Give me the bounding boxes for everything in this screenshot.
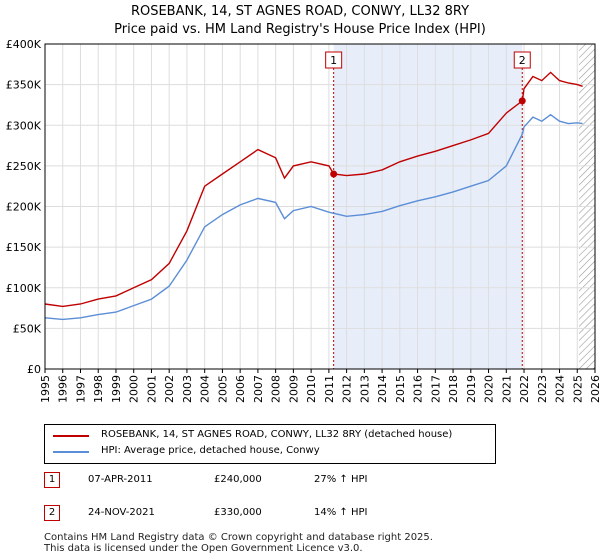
y-tick-label: £200K xyxy=(6,201,42,214)
legend-swatch-hpi xyxy=(53,451,89,453)
legend-label-hpi: HPI: Average price, detached house, Conw… xyxy=(101,445,320,456)
sale-row: 2 24-NOV-2021 £330,000 14% ↑ HPI xyxy=(44,505,564,525)
sale-price: £330,000 xyxy=(214,507,262,518)
x-tick-label: 2011 xyxy=(323,375,336,403)
sale-badge: 2 xyxy=(44,505,60,521)
price-paid-line xyxy=(44,71,583,308)
x-tick-label: 2024 xyxy=(554,375,567,403)
x-tick-label: 2012 xyxy=(341,375,354,403)
x-tick-label: 2016 xyxy=(412,375,425,403)
y-tick-label: £150K xyxy=(6,241,42,254)
x-tick-label: 2008 xyxy=(270,375,283,403)
x-tick-label: 1998 xyxy=(92,375,105,403)
x-tick-label: 2002 xyxy=(163,375,176,403)
x-tick-label: 2005 xyxy=(216,375,229,403)
sale-price: £240,000 xyxy=(214,474,262,485)
x-tick-label: 1999 xyxy=(110,375,123,403)
x-tick-label: 2007 xyxy=(252,375,265,403)
sale-number-box xyxy=(325,51,343,69)
x-tick-label: 2006 xyxy=(234,375,247,403)
x-tick-label: 2022 xyxy=(518,375,531,403)
y-tick-label: £300K xyxy=(6,119,42,132)
chart-svg: £0 £50K £100K £150K £200K £250K £300K £350K £400… xyxy=(6,38,600,403)
x-tick-label: 2013 xyxy=(358,375,371,403)
chart-subtitle: Price paid vs. HM Land Registry's House … xyxy=(114,22,486,37)
x-tick-label: 2017 xyxy=(429,375,442,403)
sale-date: 24-NOV-2021 xyxy=(88,507,155,518)
x-tick-label: 2001 xyxy=(145,375,158,403)
x-tick-label: 2010 xyxy=(305,375,318,403)
x-tick-label: 1996 xyxy=(57,375,70,403)
plot-frame xyxy=(44,43,596,370)
hpi-line xyxy=(44,113,583,321)
x-tick-label: 2000 xyxy=(128,375,141,403)
x-tick-label: 2014 xyxy=(376,375,389,403)
x-tick-label: 2019 xyxy=(465,375,478,403)
sale-number-label: 1 xyxy=(330,54,337,67)
sale-point xyxy=(518,97,526,105)
x-tick-label: 2015 xyxy=(394,375,407,403)
y-tick-label: £400K xyxy=(6,38,42,51)
x-tick-label: 2021 xyxy=(500,375,513,403)
sale-hpi: 27% ↑ HPI xyxy=(314,474,368,485)
chart-title: ROSEBANK, 14, ST AGNES ROAD, CONWY, LL32… xyxy=(130,4,470,19)
sale-date: 07-APR-2011 xyxy=(88,474,153,485)
footer-line-2: This data is licensed under the Open Gov… xyxy=(44,543,363,554)
x-tick-label: 2026 xyxy=(589,375,600,403)
y-tick-label: £250K xyxy=(6,160,42,173)
sale-point xyxy=(330,170,338,178)
footer: Contains HM Land Registry data © Crown c… xyxy=(44,532,433,554)
x-tick-label: 2003 xyxy=(181,375,194,403)
y-tick-label: £100K xyxy=(6,282,42,295)
x-tick-label: 2020 xyxy=(483,375,496,403)
x-tick-label: 2025 xyxy=(571,375,584,403)
legend-label-price: ROSEBANK, 14, ST AGNES ROAD, CONWY, LL32… xyxy=(101,429,453,440)
x-tick-label: 2004 xyxy=(199,375,212,403)
y-tick-label: £350K xyxy=(6,79,42,92)
x-tick-label: 1997 xyxy=(74,375,87,403)
legend-swatch-price xyxy=(53,435,89,437)
x-tick-label: 2023 xyxy=(536,375,549,403)
x-tick-label: 1995 xyxy=(39,375,52,403)
sale-hpi: 14% ↑ HPI xyxy=(314,507,368,518)
sale-number-box xyxy=(513,51,531,69)
sale-number-label: 2 xyxy=(519,54,526,67)
y-tick-label: £0 xyxy=(27,363,41,376)
sale-badge: 1 xyxy=(44,472,60,488)
x-tick-label: 2018 xyxy=(447,375,460,403)
sale-row: 1 07-APR-2011 £240,000 27% ↑ HPI xyxy=(44,472,564,492)
y-tick-label: £50K xyxy=(13,322,42,335)
x-tick-label: 2009 xyxy=(287,375,300,403)
legend: ROSEBANK, 14, ST AGNES ROAD, CONWY, LL32… xyxy=(44,424,496,464)
footer-line-1: Contains HM Land Registry data © Crown c… xyxy=(44,532,433,543)
